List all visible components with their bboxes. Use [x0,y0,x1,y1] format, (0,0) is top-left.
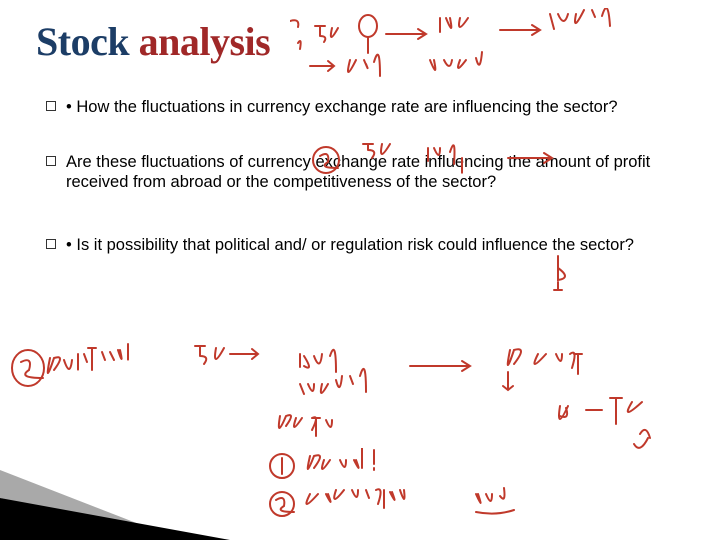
bullet-square-icon [46,156,56,166]
corner-decoration [0,470,230,540]
handwriting-b [548,252,588,292]
title-word-stock: Stock [36,19,139,64]
bullet-square-icon [46,239,56,249]
handwriting-list [266,448,546,534]
bullet-text: • How the fluctuations in currency excha… [66,97,618,118]
bullet-item: • How the fluctuations in currency excha… [46,97,674,118]
title-word-analysis: analysis [139,19,271,64]
bullet-square-icon [46,101,56,111]
bullet-item: • Is it possibility that political and/ … [46,235,674,256]
handwriting-left-2 [6,346,50,392]
slide-title: Stock analysis Stock analysis [0,0,720,65]
content-area: • How the fluctuations in currency excha… [0,65,720,256]
bullet-text: Are these fluctuations of currency excha… [66,152,674,193]
handwriting-bottom [40,330,700,490]
bullet-text: • Is it possibility that political and/ … [66,235,634,256]
bullet-item: Are these fluctuations of currency excha… [46,152,674,193]
